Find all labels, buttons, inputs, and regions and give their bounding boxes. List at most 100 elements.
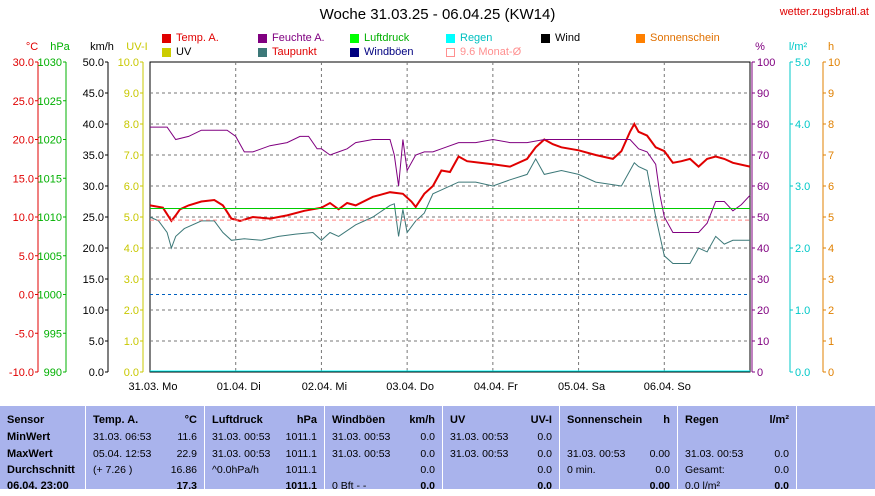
cell-date: 0.0 l/m² [685, 480, 721, 492]
table-cell-row: 31.03. 00:53 0.0 [443, 431, 559, 447]
table-cell-row: 31.03. 00:53 1011.1 [205, 431, 324, 447]
axis-tick-label: 5.0 [124, 212, 139, 224]
axis-tick-label: 6.0 [124, 181, 139, 193]
x-tick-label: 03.04. Do [386, 381, 434, 393]
legend-label: Feuchte A. [272, 32, 325, 44]
cell-date: (+ 7.26 ) [93, 464, 133, 476]
axis-tick-label: 990 [44, 367, 62, 379]
axis-tick-label: 2.0 [124, 305, 139, 317]
table-cell-row: 05.04. 12:53 22.9 [86, 448, 204, 464]
axis-tick-label: 1.0 [124, 336, 139, 348]
axis-tick-label: 3 [828, 274, 834, 286]
axis-tick-label: 70 [757, 150, 769, 162]
axis-tick-label: 1000 [38, 290, 62, 302]
table-cell-row [560, 431, 677, 447]
summary-table: Sensor MinWert MaxWert Durchschnitt 06.04. 2… [0, 406, 875, 492]
cell-value: 0.0 [537, 464, 552, 476]
legend-label: Sonnenschein [650, 32, 720, 44]
row-label-text: MaxWert [7, 448, 53, 460]
header-unit: °C [184, 414, 197, 426]
axis-tick-label: 0.0 [89, 367, 104, 379]
table-header: UV UV-I [443, 414, 559, 430]
axis-tick-label: -10.0 [9, 367, 34, 379]
x-tick-label: 01.04. Di [217, 381, 261, 393]
cell-value: 0.00 [649, 480, 670, 492]
cell-date: 05.04. 12:53 [93, 448, 152, 460]
legend-item: Temp. A. [162, 32, 219, 44]
axis-tick-label: 4.0 [795, 119, 810, 131]
axis-tick-label: 8 [828, 119, 834, 131]
axis-tick-label: 0.0 [124, 367, 139, 379]
axis-tick-label: 5.0 [89, 336, 104, 348]
legend-swatch [350, 47, 359, 57]
header-unit: l/m² [769, 414, 789, 426]
header-unit: UV-I [530, 414, 552, 426]
axis-tick-label: 4 [828, 243, 834, 255]
axis-unit: h [828, 41, 834, 53]
site-link[interactable]: wetter.zugsbratl.at [779, 6, 869, 18]
axis-tick-label: 15.0 [13, 173, 34, 185]
table-header: Sensor [0, 414, 85, 430]
axis-unit: l/m² [789, 41, 808, 53]
legend-item: 9.6 Monat-Ø [446, 46, 521, 58]
table-cell-row: 31.03. 00:53 1011.1 [205, 448, 324, 464]
table-header: Windböen km/h [325, 414, 442, 430]
axis-tick-label: 9 [828, 88, 834, 100]
table-cell-row: ^0.0hPa/h 1011.1 [205, 464, 324, 480]
x-tick-label: 06.04. So [644, 381, 691, 393]
x-tick-label: 02.04. Mi [302, 381, 347, 393]
header-title: Regen [685, 414, 719, 426]
table-column: Sensor MinWert MaxWert Durchschnitt 06.04. 2… [0, 406, 86, 492]
header-title: Sonnenschein [567, 414, 643, 426]
table-cell-row: 0.00 [560, 480, 677, 496]
legend-item: Windböen [350, 46, 414, 58]
legend-swatch [541, 33, 550, 43]
axis-tick-label: 10.0 [118, 57, 139, 69]
axis-tick-label: 5.0 [19, 251, 34, 263]
table-cell-row: 0.0 l/m² 0.0 [678, 480, 796, 496]
table-cell-row: 31.03. 06:53 11.6 [86, 431, 204, 447]
row-label-text: 06.04. 23:00 [7, 480, 69, 492]
cell-value: 0.0 [774, 448, 789, 460]
axis-tick-label: 20 [757, 305, 769, 317]
header-title: Windböen [332, 414, 386, 426]
table-cell-row: 0.0 [443, 464, 559, 480]
legend-label: UV [176, 46, 192, 58]
cell-value: 0.0 [420, 464, 435, 476]
axis-tick-label: 1005 [38, 251, 62, 263]
table-cell-row: 31.03. 00:53 0.0 [678, 448, 796, 464]
axis-tick-label: 30 [757, 274, 769, 286]
legend-item: Sonnenschein [636, 32, 720, 44]
axis-unit: UV-I [126, 41, 147, 53]
axis-tick-label: 4.0 [124, 243, 139, 255]
cell-date: 31.03. 00:53 [450, 448, 509, 460]
legend-label: 9.6 Monat-Ø [460, 46, 522, 58]
axis-unit: hPa [50, 41, 70, 53]
cell-date: 31.03. 00:53 [685, 448, 744, 460]
cell-value: 0.0 [537, 480, 552, 492]
axis-tick-label: 1025 [38, 96, 62, 108]
table-cell-row: 0 Bft - - 0.0 [325, 480, 442, 496]
header-title: Temp. A. [93, 414, 139, 426]
chart-title: Woche 31.03.25 - 06.04.25 (KW14) [319, 6, 556, 23]
row-label-text: Durchschnitt [7, 464, 75, 476]
table-cell-row: 31.03. 00:53 0.0 [443, 448, 559, 464]
row-label: 06.04. 23:00 [0, 480, 85, 496]
axis-tick-label: 7.0 [124, 150, 139, 162]
legend-item: UV [162, 46, 191, 58]
header-unit: h [663, 414, 670, 426]
axis-tick-label: 30.0 [13, 57, 34, 69]
axis-unit: km/h [90, 41, 114, 53]
axis-tick-label: 1020 [38, 135, 62, 147]
table-column: Windböen km/h 31.03. 00:53 0.0 31.03. 00:53 0… [325, 406, 443, 492]
axis-tick-label: 10.0 [13, 212, 34, 224]
axis-tick-label: 5.0 [795, 57, 810, 69]
axis-tick-label: 995 [44, 328, 62, 340]
axis-tick-label: 90 [757, 88, 769, 100]
row-label-text: MinWert [7, 431, 51, 443]
cell-value: 0.0 [420, 480, 435, 492]
axis-tick-label: 0 [757, 367, 763, 379]
table-cell-row: 0.0 [443, 480, 559, 496]
axis-tick-label: 40 [757, 243, 769, 255]
cell-value: 22.9 [176, 448, 197, 460]
